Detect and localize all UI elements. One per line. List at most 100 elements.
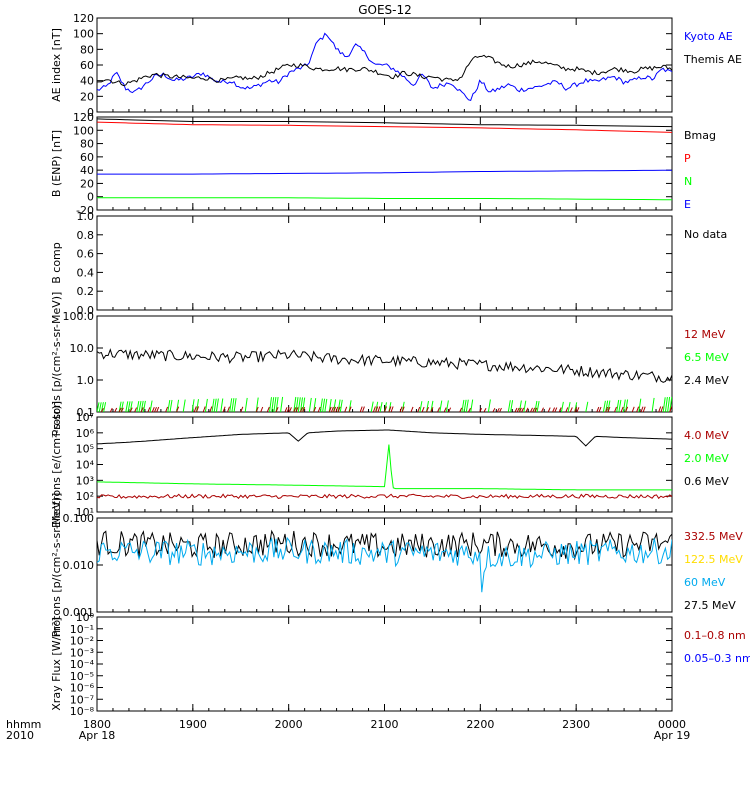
series-spike-12-mev <box>361 406 365 412</box>
series-spike-12-mev <box>640 406 644 412</box>
series-spike-12-mev <box>147 407 151 412</box>
series-spike-6-5-mev <box>269 397 272 412</box>
series-line-e <box>97 169 672 175</box>
series-spike-6-5-mev <box>302 397 306 412</box>
series-spike-12-mev <box>227 406 230 412</box>
series-spike-6-5-mev <box>97 402 100 412</box>
y-tick-label: 0.6 <box>77 248 95 261</box>
series-spike-12-mev <box>240 406 244 412</box>
series-spike-12-mev <box>636 406 640 412</box>
y-tick-label: 10⁰ <box>76 611 95 624</box>
legend-label: Themis AE <box>683 53 742 66</box>
series-spike-6-5-mev <box>585 401 589 412</box>
series-spike-6-5-mev <box>662 397 666 412</box>
series-spike-12-mev <box>255 406 259 412</box>
series-spike-6-5-mev <box>271 397 275 412</box>
y-tick-label: 10⁻⁷ <box>70 693 94 706</box>
series-spike-12-mev <box>496 407 500 412</box>
series-spike-12-mev <box>547 407 551 412</box>
time-date-label: Apr 19 <box>654 729 691 742</box>
y-tick-label: 10¹ <box>76 506 94 519</box>
series-spike-12-mev <box>421 406 425 412</box>
series-line-60-mev <box>97 536 672 593</box>
series-spike-6-5-mev <box>518 400 522 412</box>
series-spike-12-mev <box>443 407 447 412</box>
y-tick-label: 0 <box>87 191 94 204</box>
series-spike-12-mev <box>525 407 529 412</box>
series-spike-12-mev <box>375 406 379 412</box>
series-spike-12-mev <box>302 407 306 412</box>
series-spike-12-mev <box>660 406 664 412</box>
series-spike-6-5-mev <box>463 399 467 412</box>
series-spike-12-mev <box>483 408 487 412</box>
series-spike-12-mev <box>293 407 297 412</box>
series-spike-12-mev <box>607 406 611 412</box>
y-tick-label: 60 <box>80 59 94 72</box>
series-spike-12-mev <box>388 406 392 412</box>
y-axis-label: Electrons [e/(cm²-s-sr)] <box>50 401 63 528</box>
series-spike-12-mev <box>196 406 199 412</box>
series-spike-6-5-mev <box>616 399 620 412</box>
series-spike-12-mev <box>598 406 602 412</box>
series-spike-12-mev <box>642 406 646 412</box>
series-spike-12-mev <box>377 406 381 412</box>
series-spike-12-mev <box>140 407 144 412</box>
series-spike-6-5-mev <box>638 398 642 412</box>
series-spike-12-mev <box>372 406 376 412</box>
series-spike-6-5-mev <box>98 402 102 412</box>
series-spike-12-mev <box>337 406 341 412</box>
y-tick-label: 0.001 <box>63 606 95 619</box>
series-spike-6-5-mev <box>233 398 237 412</box>
legend-label: Kyoto AE <box>684 30 733 43</box>
series-spike-6-5-mev <box>280 396 284 412</box>
panel-ae: 0 20 40 60 80 100 120 AE index [nT] Kyoto AE Them… <box>50 12 742 119</box>
series-spike-6-5-mev <box>622 399 626 412</box>
series-spike-12-mev <box>426 407 429 412</box>
time-tick-label: 2200 <box>466 718 494 731</box>
series-spike-6-5-mev <box>125 401 129 412</box>
series-spike-12-mev <box>459 407 463 412</box>
series-spike-12-mev <box>541 407 544 412</box>
series-spike-6-5-mev <box>182 399 186 412</box>
y-tick-label: 80 <box>80 138 94 151</box>
series-spike-12-mev <box>260 406 264 412</box>
y-axis-label: Protons [p/(cm²-s-sr-MeV)] <box>50 292 63 437</box>
series-spike-6-5-mev <box>169 399 173 412</box>
y-axis-label: B comp <box>50 242 63 284</box>
series-line-4-0-mev <box>97 493 672 500</box>
series-spike-6-5-mev <box>220 398 224 412</box>
series-spike-6-5-mev <box>229 398 233 412</box>
series-spike-6-5-mev <box>142 400 146 412</box>
series-spike-6-5-mev <box>523 400 527 412</box>
legend-label: 0.05–0.3 nm <box>684 652 750 665</box>
series-spike-6-5-mev <box>191 399 195 412</box>
series-spike-6-5-mev <box>255 397 259 412</box>
series-line-0-6-mev <box>97 429 672 447</box>
y-tick-label: 10⁻⁶ <box>70 682 95 695</box>
series-spike-12-mev <box>430 407 434 412</box>
panel-frame <box>96 116 673 211</box>
series-spike-6-5-mev <box>295 397 299 412</box>
legend-label: E <box>684 198 691 211</box>
time-date-label: Apr 18 <box>79 729 116 742</box>
legend-label: 4.0 MeV <box>684 429 729 442</box>
y-tick-label: 10³ <box>76 474 94 487</box>
series-spike-6-5-mev <box>231 398 235 412</box>
series-spike-12-mev <box>417 406 421 412</box>
legend-label: P <box>684 152 691 165</box>
y-tick-label: 1.0 <box>77 374 95 387</box>
series-spike-6-5-mev <box>103 402 107 412</box>
y-tick-label: 100.0 <box>63 310 95 323</box>
series-spike-12-mev <box>134 407 138 412</box>
series-spike-12-mev <box>514 407 518 412</box>
series-spike-6-5-mev <box>465 399 469 412</box>
series-spike-12-mev <box>118 407 122 412</box>
y-tick-label: 10⁶ <box>76 427 95 440</box>
legend-label: 0.6 MeV <box>684 475 729 488</box>
